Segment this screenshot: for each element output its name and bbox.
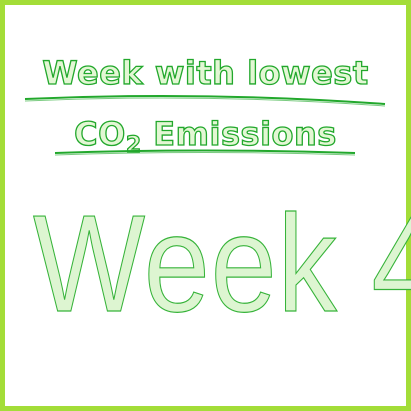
answer-text: Week 4 xyxy=(33,187,411,341)
heading-line-2: CO2 Emissions xyxy=(5,115,406,157)
heading-underline-1 xyxy=(24,94,386,107)
heading-underline-2 xyxy=(54,149,356,156)
heading-line-1: Week with lowest xyxy=(42,54,369,92)
heading-emissions-text: Emissions xyxy=(141,115,337,153)
heading-co-text: CO xyxy=(74,115,126,153)
